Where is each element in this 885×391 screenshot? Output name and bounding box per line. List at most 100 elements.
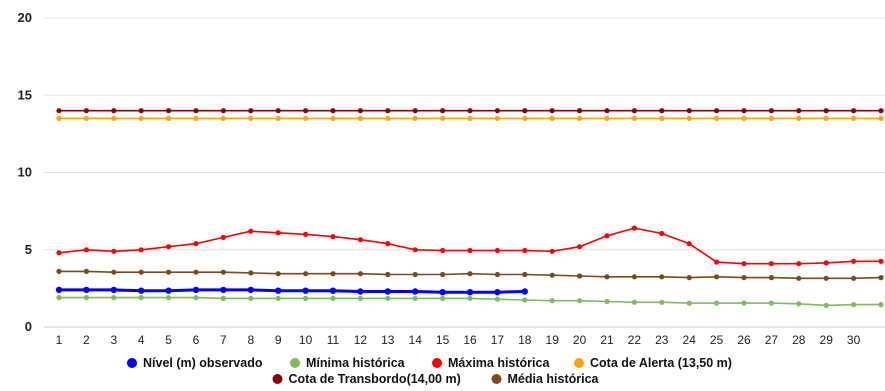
data-point <box>138 269 144 275</box>
data-point <box>166 244 172 250</box>
data-point <box>248 295 254 301</box>
data-point <box>248 270 254 276</box>
data-point <box>193 295 199 301</box>
legend-marker-icon <box>127 358 137 368</box>
data-point <box>83 108 89 114</box>
data-point <box>466 289 474 296</box>
x-tick-label: 20 <box>573 333 587 347</box>
data-point <box>796 115 802 121</box>
data-point <box>768 115 775 121</box>
data-point <box>385 108 391 114</box>
data-point <box>357 108 363 114</box>
series-3 <box>56 115 884 121</box>
data-point <box>659 274 665 280</box>
data-point <box>385 241 391 247</box>
legend-item[interactable]: Cota de Transbordo(14,00 m) <box>272 372 461 386</box>
data-point <box>467 271 473 277</box>
data-point <box>522 247 528 254</box>
data-point <box>440 108 446 114</box>
legend-marker-icon <box>574 358 584 368</box>
data-point <box>248 228 254 234</box>
series-layer <box>55 108 884 308</box>
x-tick-label: 8 <box>247 333 254 347</box>
data-point <box>796 108 802 114</box>
data-point <box>494 115 500 121</box>
data-point <box>412 247 418 253</box>
data-point <box>330 115 336 121</box>
data-point <box>604 108 610 114</box>
data-point <box>467 115 473 121</box>
data-point <box>823 275 829 281</box>
data-point <box>494 271 500 278</box>
y-tick-label: 0 <box>25 319 32 334</box>
data-point <box>768 275 775 281</box>
series-line <box>57 288 527 294</box>
y-tick-label: 20 <box>18 10 32 25</box>
data-point <box>549 115 555 121</box>
legend-item[interactable]: Média histórica <box>491 372 600 386</box>
legend-item[interactable]: Nível (m) observado <box>127 356 263 370</box>
data-point <box>303 108 309 114</box>
series-4 <box>56 108 884 114</box>
series-1 <box>56 295 884 308</box>
data-point <box>659 108 665 114</box>
x-tick-label: 15 <box>436 333 450 347</box>
data-point <box>851 275 857 281</box>
data-point <box>467 295 473 301</box>
x-tick-label: 1 <box>56 333 63 347</box>
data-point <box>878 108 884 114</box>
data-point <box>686 241 692 247</box>
data-point <box>83 247 89 253</box>
data-point <box>385 271 391 278</box>
data-point <box>385 295 391 301</box>
data-point <box>357 295 363 301</box>
y-tick-label: 5 <box>25 242 32 257</box>
data-point <box>878 302 884 308</box>
data-point <box>741 115 747 121</box>
x-axis-ticks: 1 2 3 4 5 6 7 8 9 10 11 12 13 14 15 16 17 18 19 20 21 22 23 24 2… <box>56 333 861 347</box>
legend[interactable]: Nível (m) observado Mínima histórica Máxim… <box>127 356 732 386</box>
data-point <box>851 115 857 121</box>
x-tick-label: 19 <box>546 333 560 347</box>
data-point <box>796 301 802 307</box>
data-point <box>467 108 473 114</box>
legend-item[interactable]: Máxima histórica <box>432 356 550 370</box>
data-point <box>796 275 802 281</box>
legend-item[interactable]: Cota de Alerta (13,50 m) <box>574 356 732 370</box>
data-point <box>768 300 775 306</box>
data-point <box>522 271 528 278</box>
data-point <box>686 115 692 121</box>
data-point <box>138 287 145 294</box>
data-point <box>166 269 172 275</box>
data-point <box>796 261 802 267</box>
data-point <box>577 273 583 279</box>
x-tick-label: 12 <box>354 333 368 347</box>
data-point <box>439 289 446 296</box>
data-point <box>521 288 528 295</box>
x-tick-label: 24 <box>683 333 697 347</box>
series-2 <box>56 225 884 267</box>
data-point <box>83 268 89 274</box>
data-point <box>494 247 500 254</box>
x-tick-label: 9 <box>275 333 282 347</box>
x-tick-label: 27 <box>765 333 779 347</box>
legend-item[interactable]: Mínima histórica <box>290 356 406 370</box>
legend-label: Máxima histórica <box>448 356 550 370</box>
x-tick-label: 7 <box>220 333 227 347</box>
data-point <box>714 259 720 265</box>
data-point <box>823 115 829 121</box>
data-point <box>878 115 884 121</box>
x-tick-label: 4 <box>138 333 145 347</box>
data-point <box>56 108 62 114</box>
x-tick-label: 30 <box>847 333 861 347</box>
data-point <box>440 247 446 254</box>
legend-label: Cota de Alerta (13,50 m) <box>590 356 732 370</box>
data-point <box>111 248 117 254</box>
data-point <box>522 297 528 303</box>
data-point <box>220 286 227 294</box>
data-point <box>220 234 226 240</box>
data-point <box>412 288 419 295</box>
data-point <box>878 258 884 264</box>
data-point <box>357 271 363 277</box>
x-tick-label: 28 <box>792 333 806 347</box>
